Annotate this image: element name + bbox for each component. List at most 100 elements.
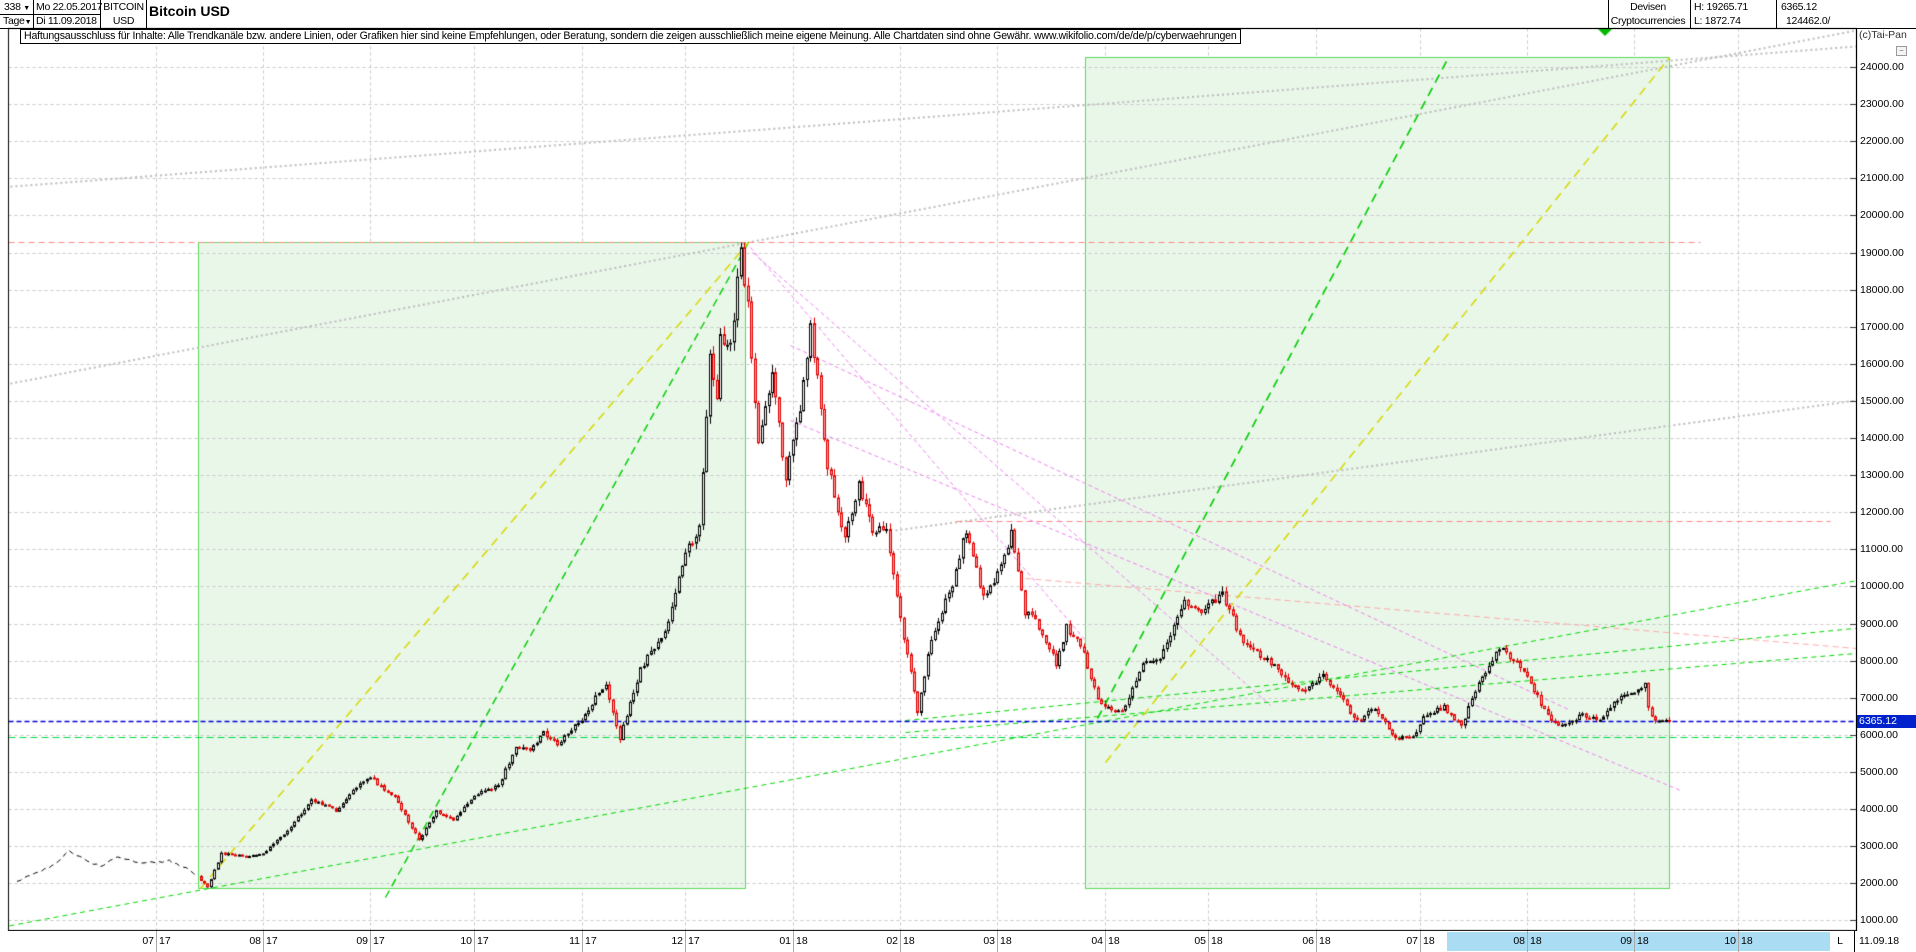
- date-from-label: Mo 22.05.2017: [36, 1, 103, 13]
- year-label: 18: [1211, 935, 1223, 947]
- month-label: 04: [1091, 935, 1103, 947]
- price-tick-label: 7000.00: [1860, 692, 1898, 704]
- month-label: 10: [460, 935, 472, 947]
- high-value-label: H: 19265.71: [1694, 1, 1748, 13]
- year-label: 18: [796, 935, 808, 947]
- header-divider: [1608, 0, 1609, 28]
- month-label: 01: [779, 935, 791, 947]
- month-tick: [1208, 931, 1209, 952]
- price-tick-label: 9000.00: [1860, 618, 1898, 630]
- month-tick: [156, 931, 157, 952]
- disclaimer-banner: Haftungsausschluss für Inhalte: Alle Tre…: [20, 29, 1241, 44]
- month-tick: [1316, 931, 1317, 952]
- price-tick-label: 19000.00: [1860, 247, 1904, 259]
- visible-range-scrollbar[interactable]: [1447, 932, 1830, 951]
- page-title: Bitcoin USD: [149, 3, 230, 19]
- linear-scale-label: L: [1837, 935, 1843, 947]
- month-label: 07: [142, 935, 154, 947]
- header-bottom-border: [0, 28, 1916, 29]
- month-tick: [474, 931, 475, 952]
- symbol-label: BITCOIN: [103, 1, 144, 13]
- price-tick-label: 18000.00: [1860, 284, 1904, 296]
- price-tick-label: 13000.00: [1860, 469, 1904, 481]
- month-label: 03: [983, 935, 995, 947]
- category-label: Devisen: [1630, 1, 1666, 13]
- price-tick-label: 11000.00: [1860, 543, 1904, 555]
- year-label: 18: [1530, 935, 1542, 947]
- price-tick-label: 10000.00: [1860, 580, 1904, 592]
- price-tick-label: 22000.00: [1860, 135, 1904, 147]
- low-value-label: L: 1872.74: [1694, 15, 1741, 27]
- month-label: 07: [1406, 935, 1418, 947]
- last-price-axis-badge: 6365.12: [1857, 715, 1916, 728]
- year-label: 18: [1108, 935, 1120, 947]
- header-divider: [1690, 0, 1691, 28]
- price-tick-label: 23000.00: [1860, 98, 1904, 110]
- month-tick: [582, 931, 583, 952]
- month-tick: [997, 931, 998, 952]
- axis-separator: [1854, 931, 1855, 952]
- chevron-down-icon: ▼: [23, 5, 30, 12]
- currency-label: USD: [112, 15, 135, 27]
- month-tick: [900, 931, 901, 952]
- month-label: 05: [1194, 935, 1206, 947]
- year-label: 17: [373, 935, 385, 947]
- category-sublabel: Cryptocurrencies: [1610, 15, 1686, 27]
- period-dropdown[interactable]: Tage▼: [3, 15, 32, 27]
- price-tick-label: 15000.00: [1860, 395, 1904, 407]
- price-tick-label: 8000.00: [1860, 655, 1898, 667]
- header-divider: [0, 14, 100, 15]
- price-tick-label: 6000.00: [1860, 729, 1898, 741]
- price-tick-label: 3000.00: [1860, 840, 1898, 852]
- month-label: 11: [569, 935, 580, 947]
- price-tick-label: 1000.00: [1860, 914, 1898, 926]
- year-label: 17: [477, 935, 489, 947]
- minimize-button[interactable]: −: [1896, 46, 1907, 56]
- month-tick: [793, 931, 794, 952]
- bars-count-dropdown[interactable]: 338 ▼: [4, 1, 30, 13]
- last-price-header: 6365.12: [1781, 1, 1817, 13]
- month-tick: [263, 931, 264, 952]
- year-label: 18: [1319, 935, 1331, 947]
- date-to-label: Di 11.09.2018: [36, 15, 97, 27]
- year-label: 18: [1741, 935, 1753, 947]
- copyright-watermark: (c)Tai-Pan: [1859, 29, 1907, 41]
- year-label: 18: [1000, 935, 1012, 947]
- month-tick: [1738, 931, 1739, 952]
- year-label: 18: [1637, 935, 1649, 947]
- header-divider: [146, 0, 147, 28]
- price-tick-label: 24000.00: [1860, 61, 1904, 73]
- volume-header: 124462.0/: [1786, 15, 1831, 27]
- month-label: 10: [1724, 935, 1736, 947]
- axis-left-border: [1856, 28, 1857, 952]
- price-tick-label: 21000.00: [1860, 172, 1904, 184]
- year-label: 17: [159, 935, 171, 947]
- price-tick-label: 14000.00: [1860, 432, 1904, 444]
- month-tick: [370, 931, 371, 952]
- header-divider: [100, 0, 101, 28]
- price-tick-label: 12000.00: [1860, 506, 1904, 518]
- price-tick-label: 2000.00: [1860, 877, 1898, 889]
- price-tick-label: 17000.00: [1860, 321, 1904, 333]
- year-label: 17: [585, 935, 597, 947]
- time-axis: 07 17 08 17 09 17 10 17 11 17 12 17 01 18 02 18 03 18 04 18…: [0, 931, 1916, 952]
- month-label: 08: [249, 935, 261, 947]
- month-tick: [685, 931, 686, 952]
- month-tick: [1420, 931, 1421, 952]
- month-label: 02: [886, 935, 898, 947]
- year-label: 18: [1423, 935, 1435, 947]
- month-tick: [1527, 931, 1528, 952]
- price-tick-label: 20000.00: [1860, 209, 1904, 221]
- month-label: 09: [356, 935, 368, 947]
- month-label: 06: [1302, 935, 1314, 947]
- year-label: 17: [266, 935, 278, 947]
- price-tick-label: 5000.00: [1860, 766, 1898, 778]
- price-tick-label: 16000.00: [1860, 358, 1904, 370]
- header-divider: [1776, 0, 1777, 28]
- last-date-label: 11.09.18: [1859, 935, 1900, 947]
- price-tick-label: 4000.00: [1860, 803, 1898, 815]
- year-label: 18: [903, 935, 915, 947]
- month-tick: [1634, 931, 1635, 952]
